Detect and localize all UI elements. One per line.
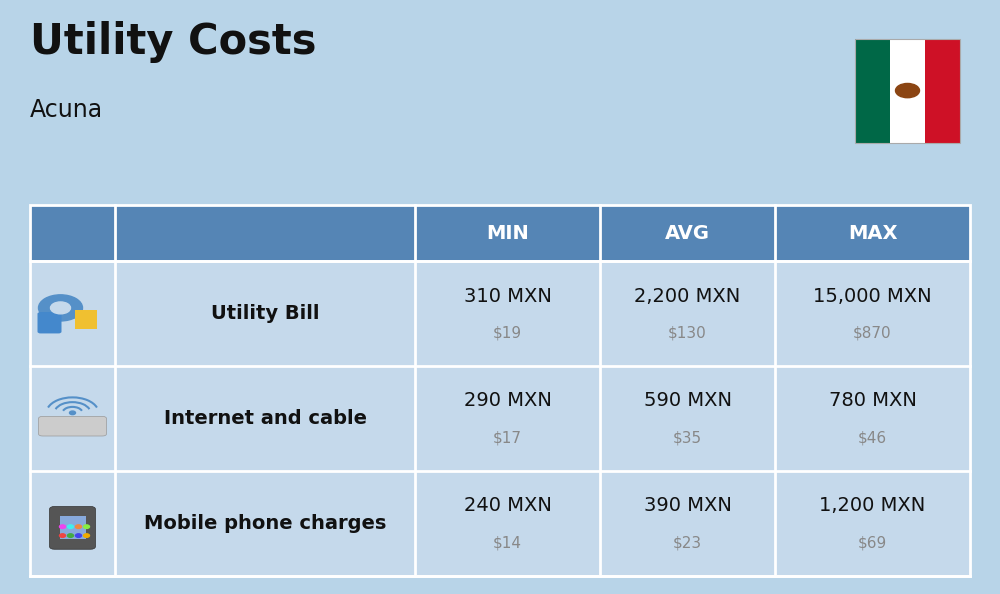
Bar: [30, 366, 970, 471]
Circle shape: [68, 534, 74, 538]
Bar: [925, 39, 960, 143]
Text: Internet and cable: Internet and cable: [164, 409, 366, 428]
Bar: [60, 516, 86, 539]
Text: 1,200 MXN: 1,200 MXN: [819, 497, 926, 516]
Bar: [890, 39, 925, 143]
Bar: [855, 39, 960, 143]
Text: $14: $14: [493, 536, 522, 551]
Bar: [30, 261, 970, 366]
Circle shape: [39, 295, 83, 321]
Text: $69: $69: [858, 536, 887, 551]
Circle shape: [70, 411, 76, 415]
Circle shape: [84, 525, 90, 529]
Text: 15,000 MXN: 15,000 MXN: [813, 286, 932, 305]
FancyBboxPatch shape: [50, 507, 96, 549]
Text: $870: $870: [853, 326, 892, 341]
Text: 590 MXN: 590 MXN: [644, 391, 732, 410]
Text: MAX: MAX: [848, 224, 897, 242]
Text: $35: $35: [673, 431, 702, 446]
Bar: [30, 205, 970, 576]
Text: Acuna: Acuna: [30, 98, 103, 122]
Circle shape: [51, 302, 71, 314]
Bar: [30, 205, 970, 261]
Circle shape: [60, 525, 66, 529]
Circle shape: [896, 83, 920, 97]
Circle shape: [76, 534, 82, 538]
Text: Utility Bill: Utility Bill: [211, 304, 319, 323]
Bar: [30, 471, 970, 576]
Text: 780 MXN: 780 MXN: [829, 391, 916, 410]
Text: 290 MXN: 290 MXN: [464, 391, 551, 410]
Bar: [855, 39, 890, 143]
Circle shape: [84, 534, 90, 538]
Text: 240 MXN: 240 MXN: [464, 497, 551, 516]
Text: $130: $130: [668, 326, 707, 341]
Text: Utility Costs: Utility Costs: [30, 21, 316, 63]
Text: MIN: MIN: [486, 224, 529, 242]
Text: $17: $17: [493, 431, 522, 446]
Text: 310 MXN: 310 MXN: [464, 286, 551, 305]
Text: AVG: AVG: [665, 224, 710, 242]
Text: $46: $46: [858, 431, 887, 446]
Bar: [75, 309, 96, 328]
Text: 2,200 MXN: 2,200 MXN: [634, 286, 741, 305]
Circle shape: [60, 534, 66, 538]
Circle shape: [68, 525, 74, 529]
FancyBboxPatch shape: [38, 312, 62, 333]
Text: $19: $19: [493, 326, 522, 341]
Text: $23: $23: [673, 536, 702, 551]
Text: 390 MXN: 390 MXN: [644, 497, 731, 516]
Text: Mobile phone charges: Mobile phone charges: [144, 514, 386, 533]
Circle shape: [76, 525, 82, 529]
FancyBboxPatch shape: [39, 416, 107, 436]
